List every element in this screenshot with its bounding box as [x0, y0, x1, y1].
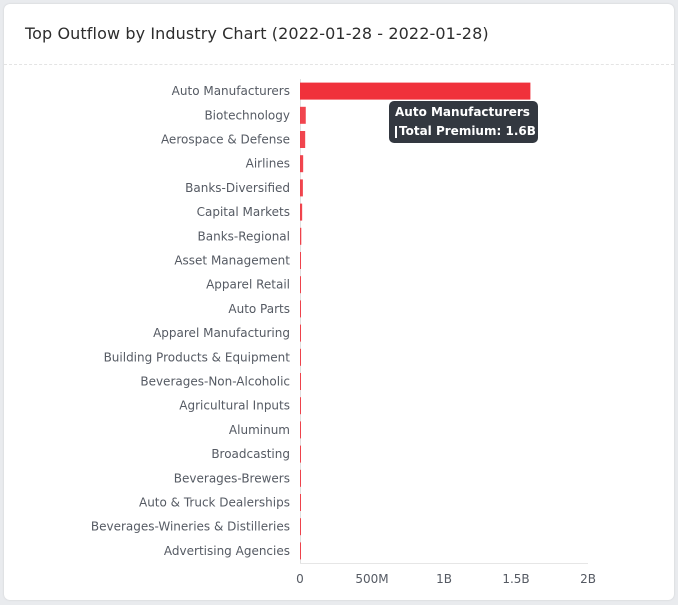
- bar: [300, 131, 306, 148]
- category-label: Asset Management: [174, 254, 290, 268]
- category-label: Beverages-Non-Alcoholic: [140, 375, 290, 389]
- tooltip-separator: :: [496, 124, 506, 138]
- bar: [300, 494, 301, 511]
- category-label: Beverages-Wineries & Distilleries: [91, 520, 290, 534]
- x-tick-label: 1.5B: [502, 572, 529, 586]
- category-label: Auto Parts: [228, 302, 290, 316]
- category-label: Banks-Regional: [198, 229, 291, 243]
- category-label: Broadcasting: [211, 447, 290, 461]
- category-label: Capital Markets: [197, 205, 290, 219]
- bar: [300, 373, 301, 390]
- bar: [300, 276, 301, 294]
- category-label: Auto & Truck Dealerships: [139, 496, 290, 510]
- bar: [300, 252, 302, 269]
- bar: [300, 227, 302, 245]
- category-label: Airlines: [246, 157, 290, 171]
- bar: [300, 348, 301, 366]
- category-label: Beverages-Brewers: [174, 471, 290, 485]
- tooltip-title: Auto Manufacturers: [395, 105, 530, 119]
- chart-title: Top Outflow by Industry Chart (2022-01-2…: [25, 24, 489, 43]
- bar: [300, 421, 301, 439]
- bar: [300, 469, 301, 487]
- category-label: Building Products & Equipment: [104, 350, 291, 364]
- bar: [300, 518, 301, 536]
- bar: [300, 397, 301, 415]
- bar: [300, 106, 306, 124]
- tooltip-series-swatch-icon: [395, 125, 397, 138]
- chart-card: Top Outflow by Industry Chart (2022-01-2…: [4, 4, 674, 600]
- category-label: Aluminum: [229, 423, 290, 437]
- category-label: Banks-Diversified: [185, 181, 290, 195]
- x-tick-label: 500M: [355, 572, 388, 586]
- bar: [300, 324, 301, 342]
- bar: [300, 179, 303, 197]
- category-label: Auto Manufacturers: [172, 84, 290, 98]
- tooltip-row: Total Premium: 1.6B: [395, 123, 536, 140]
- tooltip-value: 1.6B: [505, 124, 536, 138]
- title-divider: [4, 64, 674, 65]
- category-label: Apparel Manufacturing: [153, 326, 290, 340]
- category-label: Advertising Agencies: [164, 544, 290, 558]
- bar: [300, 203, 303, 221]
- x-tick-label: 1B: [436, 572, 452, 586]
- category-label: Apparel Retail: [206, 278, 290, 292]
- bar: [300, 445, 301, 463]
- x-tick-label: 2B: [580, 572, 596, 586]
- outflow-bar-chart: Auto Manufacturers Biotechnology Aerospace…: [91, 79, 596, 586]
- bar: [300, 542, 301, 560]
- bar: [300, 155, 304, 173]
- bar: [300, 300, 301, 318]
- category-label: Biotechnology: [204, 108, 290, 122]
- bar: [300, 82, 531, 100]
- x-tick-label: 0: [296, 572, 304, 586]
- tooltip-series-label: Total Premium: [399, 124, 497, 138]
- category-label: Agricultural Inputs: [179, 399, 290, 413]
- category-label: Aerospace & Defense: [161, 133, 290, 147]
- chart-tooltip: Auto Manufacturers Total Premium: 1.6B: [389, 101, 538, 143]
